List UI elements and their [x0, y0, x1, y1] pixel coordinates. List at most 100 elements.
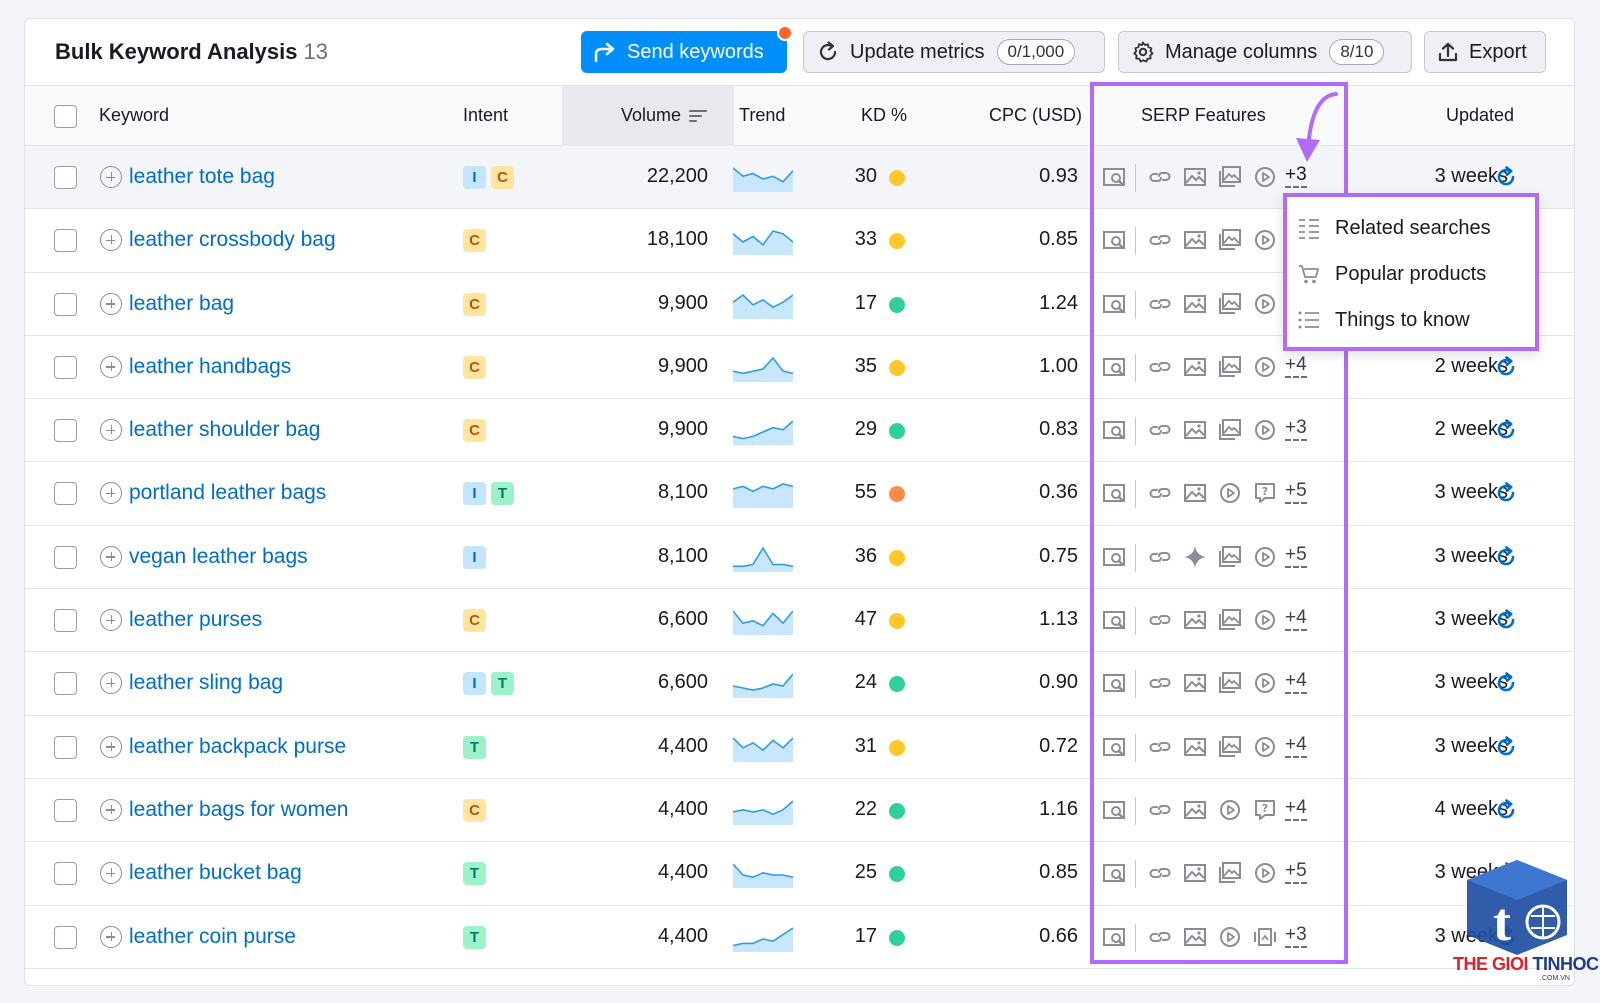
row-checkbox[interactable]	[54, 292, 77, 316]
serp-features-cell	[1101, 923, 1321, 952]
refresh-icon[interactable]	[1494, 671, 1518, 695]
column-volume[interactable]: Volume	[621, 105, 708, 126]
manage-columns-button[interactable]: Manage columns 8/10	[1118, 31, 1412, 73]
notification-dot	[777, 25, 793, 41]
add-to-list-icon[interactable]	[100, 609, 122, 632]
update-metrics-button[interactable]: Update metrics 0/1,000	[803, 31, 1105, 73]
add-to-list-icon[interactable]	[100, 419, 122, 442]
row-checkbox[interactable]	[54, 925, 77, 949]
serp-divider	[1135, 670, 1136, 699]
select-all-checkbox[interactable]	[54, 105, 77, 128]
serp-features-cell	[1101, 607, 1321, 636]
keyword-link[interactable]: leather backpack purse	[129, 734, 347, 758]
row-checkbox[interactable]	[54, 862, 77, 886]
table-row: leather backpack purse T 4,400 31 0.72 +4 3 we…	[25, 716, 1574, 779]
export-button[interactable]: Export	[1424, 31, 1546, 73]
intent-badge: I	[463, 166, 486, 189]
serp-more-button[interactable]: +4	[1285, 734, 1307, 758]
column-cpc[interactable]: CPC (USD)	[989, 105, 1082, 125]
volume-value: 9,900	[657, 354, 708, 377]
keyword-link[interactable]: leather bags for women	[129, 797, 349, 821]
kd-difficulty-dot	[889, 423, 905, 440]
serp-more-button[interactable]: +3	[1285, 164, 1307, 188]
row-checkbox[interactable]	[54, 482, 77, 506]
keyword-link[interactable]: leather purses	[129, 608, 263, 632]
row-checkbox[interactable]	[54, 672, 77, 696]
row-checkbox[interactable]	[54, 229, 77, 253]
update-metrics-badge: 0/1,000	[996, 39, 1076, 65]
refresh-icon[interactable]	[1494, 481, 1518, 505]
image-icon	[1184, 357, 1206, 376]
add-to-list-icon[interactable]	[100, 355, 122, 378]
add-to-list-icon[interactable]	[100, 672, 122, 695]
image-icon	[1184, 231, 1206, 250]
column-keyword[interactable]: Keyword	[99, 105, 170, 125]
keyword-link[interactable]: leather handbags	[129, 354, 292, 378]
popup-item-popular-products[interactable]: Popular products	[1297, 259, 1486, 289]
refresh-icon[interactable]	[1494, 355, 1518, 379]
video-icon	[1255, 863, 1275, 884]
kd-difficulty-dot	[889, 866, 905, 883]
serp-more-button[interactable]: +4	[1285, 670, 1307, 695]
send-keywords-button[interactable]: Send keywords	[581, 25, 793, 73]
serp-more-button[interactable]: +3	[1285, 924, 1307, 948]
keyword-link[interactable]: leather tote bag	[129, 165, 275, 188]
add-to-list-icon[interactable]	[100, 292, 122, 315]
row-checkbox[interactable]	[54, 609, 77, 633]
row-checkbox[interactable]	[54, 798, 77, 822]
serp-more-button[interactable]: +3	[1285, 417, 1307, 442]
keyword-link[interactable]: portland leather bags	[129, 481, 327, 505]
keyword-link[interactable]: leather sling bag	[129, 671, 284, 695]
column-trend[interactable]: Trend	[739, 105, 786, 125]
trend-sparkline	[732, 858, 794, 889]
column-serp-features[interactable]: SERP Features	[1141, 105, 1266, 125]
serp-more-button[interactable]: +4	[1285, 797, 1307, 821]
intent-cell: C	[463, 798, 486, 822]
row-checkbox[interactable]	[54, 735, 77, 759]
keyword-link[interactable]: leather shoulder bag	[129, 418, 321, 442]
serp-more-button[interactable]: +4	[1285, 354, 1307, 378]
add-to-list-icon[interactable]	[100, 482, 122, 505]
serp-more-button[interactable]: +4	[1285, 607, 1307, 632]
serp-more-button[interactable]: +5	[1285, 860, 1307, 885]
trend-sparkline	[732, 478, 794, 509]
refresh-icon[interactable]	[1494, 735, 1518, 759]
column-updated[interactable]: Updated	[1446, 105, 1515, 125]
keyword-link[interactable]: leather crossbody bag	[129, 228, 336, 252]
link-icon	[1149, 678, 1171, 689]
refresh-icon[interactable]	[1494, 608, 1518, 632]
refresh-icon[interactable]	[1494, 545, 1518, 569]
intent-cell: T	[463, 925, 486, 949]
refresh-icon[interactable]	[1494, 165, 1518, 189]
add-to-list-icon[interactable]	[100, 229, 122, 252]
serp-more-button[interactable]: +5	[1285, 480, 1307, 505]
keyword-link[interactable]: leather bucket bag	[129, 861, 302, 885]
column-intent[interactable]: Intent	[463, 105, 509, 125]
image-icon	[1184, 168, 1206, 186]
row-checkbox[interactable]	[54, 355, 77, 379]
cpc-value: 0.83	[1039, 418, 1078, 441]
row-checkbox[interactable]	[54, 166, 77, 189]
refresh-icon[interactable]	[1494, 798, 1518, 822]
keyword-link[interactable]: leather bag	[129, 291, 235, 315]
row-checkbox[interactable]	[54, 419, 77, 443]
intent-badge: T	[491, 482, 514, 506]
refresh-icon[interactable]	[1494, 418, 1518, 442]
list-icon	[1299, 219, 1319, 239]
add-to-list-icon[interactable]	[100, 862, 122, 885]
keyword-link[interactable]: vegan leather bags	[129, 544, 308, 568]
serp-more-button[interactable]: +5	[1285, 544, 1307, 568]
add-to-list-icon[interactable]	[100, 166, 122, 188]
kd-difficulty-dot	[889, 739, 905, 756]
popup-item-things-to-know[interactable]: Things to know	[1297, 305, 1470, 335]
add-to-list-icon[interactable]	[100, 545, 122, 568]
add-to-list-icon[interactable]	[100, 925, 122, 948]
updated-value: 3 weeks	[1434, 544, 1508, 567]
add-to-list-icon[interactable]	[100, 735, 122, 758]
intent-badge: C	[463, 609, 486, 633]
popup-item-related-searches[interactable]: Related searches	[1297, 213, 1491, 243]
add-to-list-icon[interactable]	[100, 798, 122, 821]
column-kd[interactable]: KD %	[861, 105, 908, 125]
row-checkbox[interactable]	[54, 545, 77, 569]
keyword-link[interactable]: leather coin purse	[129, 924, 296, 948]
